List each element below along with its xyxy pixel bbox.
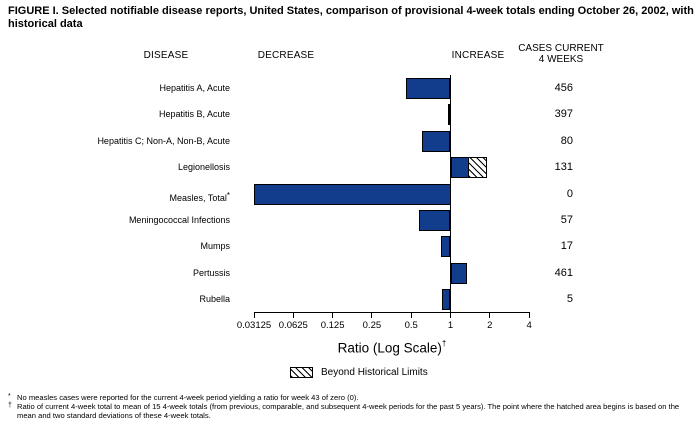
disease-label: Pertussis [192, 267, 230, 278]
disease-bar [441, 236, 451, 258]
cases-current-value: 131 [554, 161, 573, 174]
x-axis-tick [371, 312, 373, 318]
column-header-cases-current-4-weeks: CASES CURRENT 4 WEEKS [501, 43, 621, 65]
x-axis-tick [528, 312, 530, 318]
footnote-text: Ratio of current 4-week total to mean of… [17, 401, 680, 420]
cases-current-value: 461 [554, 266, 573, 279]
figure-title: FIGURE I. Selected notifiable disease re… [8, 5, 694, 30]
footnote-text: No measles cases were reported for the c… [17, 393, 359, 402]
disease-bar [254, 183, 451, 205]
footnotes: * No measles cases were reported for the… [8, 393, 697, 421]
chart-legend: Beyond Historical Limits [290, 366, 428, 379]
x-axis-tick [489, 312, 491, 318]
cases-current-value: 57 [560, 214, 573, 226]
disease-label: Meningococcal Infections [128, 215, 230, 225]
disease-bar [447, 104, 451, 126]
x-axis-label-footnote-mark: † [441, 339, 447, 348]
x-axis-label-text: Ratio (Log Scale) [337, 340, 442, 356]
x-axis-tick-label: 0.25 [362, 320, 382, 331]
column-header-increase: INCREASE [451, 50, 505, 61]
x-axis-tick [292, 312, 294, 318]
disease-bar [406, 78, 451, 99]
footnote-dagger: † Ratio of current 4-week total to mean … [8, 401, 697, 421]
footnote-asterisk: * No measles cases were reported for the… [8, 393, 697, 403]
cases-current-value: 80 [560, 134, 573, 147]
disease-label: Legionellosis [177, 162, 230, 173]
x-axis-tick [332, 312, 334, 318]
disease-label: Measles, Total* [169, 190, 231, 203]
disease-label: Mumps [200, 241, 230, 252]
disease-bar [450, 262, 468, 284]
column-header-cases-line2: 4 WEEKS [538, 53, 584, 65]
cases-current-value: 456 [554, 82, 573, 94]
beyond-historical-limits-bar [467, 157, 487, 179]
cases-current-value: 17 [560, 240, 573, 253]
column-header-cases-line1: CASES CURRENT [518, 43, 604, 54]
x-axis-tick [410, 312, 412, 318]
footnote-marker: * [8, 393, 11, 400]
disease-footnote-mark: * [226, 190, 230, 200]
x-axis-tick-label: 4 [526, 320, 532, 331]
x-axis-label: Ratio (Log Scale)† [292, 339, 492, 356]
disease-bar [422, 130, 451, 152]
cases-current-value: 397 [554, 108, 573, 121]
baseline-ratio-1-line [449, 75, 452, 312]
disease-label: Hepatitis A, Acute [159, 83, 230, 93]
footnote-marker: † [8, 401, 12, 409]
x-axis-tick-label: 0.0625 [278, 320, 308, 331]
disease-label: Rubella [199, 294, 230, 305]
x-axis-tick [253, 312, 255, 318]
cases-current-value: 0 [566, 187, 573, 200]
cases-current-value: 5 [566, 293, 573, 306]
disease-bar [450, 157, 469, 179]
hatched-pattern-swatch-icon [290, 367, 313, 378]
disease-label: Hepatitis C; Non-A, Non-B, Acute [97, 135, 230, 146]
x-axis-tick-label: 0.5 [404, 320, 418, 331]
x-axis-tick-label: 0.125 [320, 320, 345, 331]
column-header-disease: DISEASE [143, 50, 189, 61]
x-axis-tick-label: 0.03125 [236, 320, 272, 331]
column-header-decrease: DECREASE [257, 50, 315, 61]
disease-bar [418, 210, 451, 231]
x-axis-line [254, 312, 530, 314]
x-axis-tick-label: 1 [447, 320, 454, 331]
disease-label: Hepatitis B, Acute [158, 109, 230, 120]
x-axis-tick-label: 2 [487, 320, 493, 331]
x-axis-tick [450, 312, 451, 318]
disease-bar [441, 289, 451, 311]
legend-label: Beyond Historical Limits [321, 367, 428, 378]
